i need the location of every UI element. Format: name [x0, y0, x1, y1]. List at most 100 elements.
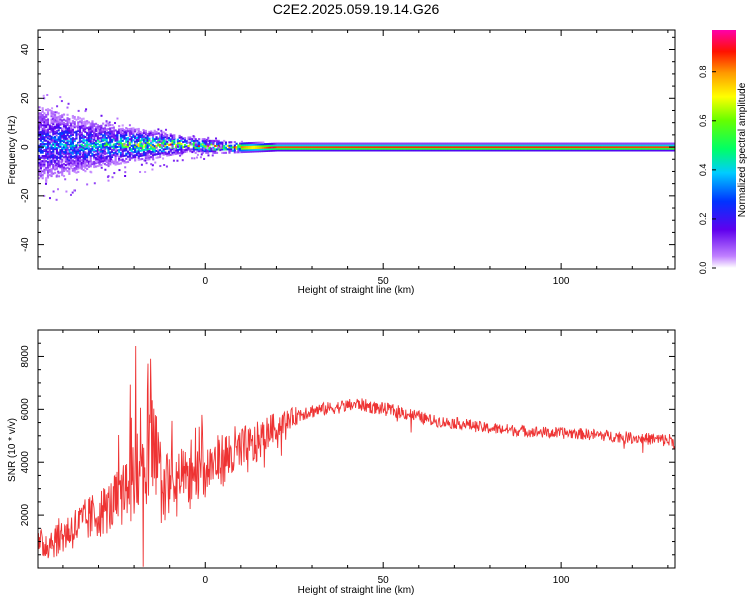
heatmap-cell [189, 150, 192, 153]
heatmap-cell [591, 149, 594, 152]
heatmap-cell [400, 142, 404, 145]
heatmap-cell [68, 118, 71, 121]
heatmap-cell [457, 149, 461, 152]
heatmap-cell [137, 150, 140, 153]
heatmap-speckle [118, 143, 121, 146]
heatmap-speckle [213, 140, 216, 143]
heatmap-cell [107, 143, 110, 146]
heatmap-cell [45, 151, 48, 154]
heatmap-cell [228, 148, 231, 151]
heatmap-cell [376, 149, 379, 152]
heatmap-cell [38, 119, 41, 122]
heatmap-cell [61, 119, 64, 122]
heatmap-cell [45, 122, 48, 125]
heatmap-cell [93, 133, 96, 136]
heatmap-cell [158, 145, 162, 148]
heatmap-cell [431, 142, 434, 145]
heatmap-cell [91, 154, 94, 157]
heatmap-cell [96, 139, 99, 142]
heatmap-cell [580, 149, 583, 152]
heatmap-cell [121, 153, 124, 156]
heatmap-cell [452, 147, 455, 150]
heatmap-cell [459, 144, 462, 147]
colorbar-tick-label: 0.8 [698, 65, 708, 78]
heatmap-cell [43, 119, 46, 122]
heatmap-cell [112, 138, 115, 141]
heatmap-cell [105, 138, 108, 141]
heatmap-cell [119, 145, 123, 148]
heatmap-cell [119, 158, 123, 161]
heatmap-speckle [220, 142, 223, 145]
heatmap-speckle [219, 149, 222, 152]
heatmap-cell [256, 150, 260, 153]
heatmap-speckle [64, 178, 67, 181]
heatmap-cell [77, 152, 80, 155]
heatmap-cell [610, 145, 614, 149]
heatmap-cell [70, 153, 73, 156]
heatmap-cell [481, 145, 484, 149]
heatmap-cell [463, 147, 466, 150]
heatmap-cell [151, 150, 155, 153]
heatmap-cell [479, 142, 482, 145]
heatmap-cell [650, 144, 653, 147]
heatmap-cell [381, 147, 384, 150]
heatmap-cell [671, 147, 674, 150]
heatmap-speckle [164, 152, 167, 155]
heatmap-cell [527, 147, 530, 150]
heatmap-cell [406, 144, 409, 147]
heatmap-cell [123, 130, 126, 133]
heatmap-cell [82, 138, 85, 141]
heatmap-cell [73, 126, 76, 129]
heatmap-cell [158, 137, 162, 140]
heatmap-cell [118, 159, 121, 162]
heatmap-cell [301, 144, 304, 147]
heatmap-cell [100, 164, 103, 167]
heatmap-cell [100, 150, 103, 153]
heatmap-speckle [126, 128, 129, 131]
heatmap-cell [584, 145, 587, 149]
heatmap-speckle [39, 174, 42, 177]
heatmap-cell [655, 144, 658, 147]
heatmap-cell [52, 111, 55, 114]
heatmap-cell [614, 145, 617, 149]
heatmap-cell [86, 157, 89, 160]
heatmap-cell [144, 152, 147, 155]
heatmap-cell [118, 130, 121, 133]
heatmap-cell [593, 145, 596, 149]
heatmap-cell [116, 134, 119, 137]
heatmap-cell [132, 139, 135, 142]
heatmap-cell [571, 144, 574, 147]
heatmap-cell [55, 131, 58, 134]
heatmap-cell [45, 132, 48, 135]
heatmap-cell [48, 155, 51, 158]
heatmap-cell [64, 155, 67, 158]
heatmap-cell [54, 127, 57, 130]
heatmap-cell [543, 149, 546, 152]
heatmap-cell [605, 144, 608, 147]
heatmap-cell [559, 145, 562, 149]
heatmap-cell [50, 173, 53, 176]
heatmap-cell [479, 145, 482, 149]
heatmap-cell [173, 153, 176, 156]
heatmap-cell [614, 142, 617, 145]
heatmap-cell [239, 147, 242, 150]
heatmap-cell [112, 128, 115, 131]
heatmap-speckle [108, 160, 111, 162]
heatmap-speckle [43, 97, 46, 100]
heatmap-cell [224, 151, 228, 154]
heatmap-cell [82, 141, 85, 144]
heatmap-cell [41, 177, 44, 180]
heatmap-cell [82, 146, 85, 149]
heatmap-cell [333, 147, 336, 150]
heatmap-cell [82, 124, 85, 127]
heatmap-cell [365, 144, 368, 147]
heatmap-speckle [128, 124, 131, 127]
heatmap-cell [276, 145, 279, 149]
heatmap-cell [100, 131, 103, 134]
heatmap-cell [107, 163, 110, 166]
heatmap-cell [548, 142, 551, 145]
heatmap-cell [276, 144, 279, 147]
heatmap-cell [320, 147, 324, 150]
heatmap-cell [434, 145, 437, 149]
heatmap-cell [175, 149, 178, 152]
